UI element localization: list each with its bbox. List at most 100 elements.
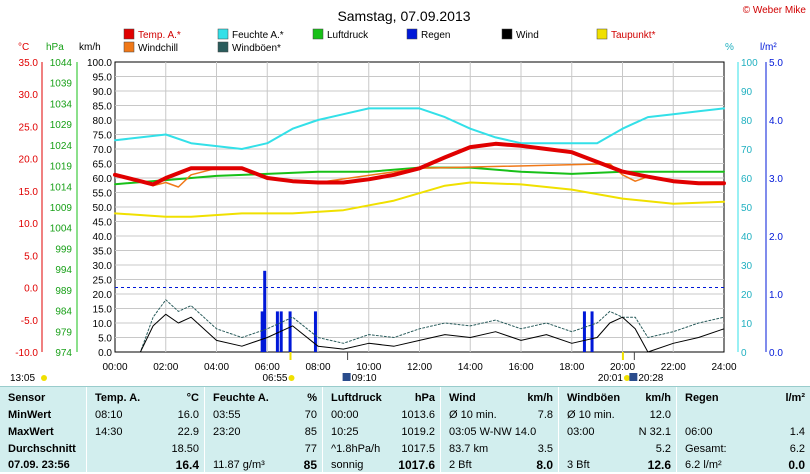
legend-label: Luftdruck xyxy=(327,30,369,41)
weather-chart: Samstag, 07.09.2013 © Weber Mike Temp. A… xyxy=(10,5,807,384)
rain-bar xyxy=(260,311,264,352)
press-unit-label: hPa xyxy=(46,42,64,53)
hum-min-time: 03:55 xyxy=(213,409,241,421)
legend-swatch xyxy=(123,41,135,53)
hum-tick-label: 90 xyxy=(741,87,753,98)
temp-tick-label: 25.0 xyxy=(19,122,39,133)
wind-tick-label: 25.0 xyxy=(93,276,113,287)
legend-label: Windböen* xyxy=(232,43,281,54)
press-min-time: 00:00 xyxy=(331,409,359,421)
wind-tick-label: 50.0 xyxy=(93,203,113,214)
sunset-label: 20:01 xyxy=(598,373,623,384)
wind-avg-value: 3.5 xyxy=(537,443,553,455)
wind-tick-label: 0.0 xyxy=(98,348,112,359)
left-time-label: 13:05 xyxy=(10,373,35,384)
press-column: Luftdruck hPa 00:00 1013.6 10:25 1019.2 ^1.… xyxy=(322,387,441,472)
wind-tick-label: 60.0 xyxy=(93,174,113,185)
temp-tick-label: -10.0 xyxy=(15,348,38,359)
sunrise-icon xyxy=(288,375,295,381)
wind-avg10-label: Ø 10 min. xyxy=(449,409,497,421)
gust-avg10-label: Ø 10 min. xyxy=(567,409,615,421)
rain-current-value: 0.0 xyxy=(788,458,805,472)
temp-tick-label: -5.0 xyxy=(21,316,39,327)
row-label-max: MaxWert xyxy=(8,426,54,438)
summary-table: Sensor MinWert MaxWert Durchschnitt 07.0… xyxy=(0,386,810,472)
series-lines xyxy=(113,107,726,353)
press-tick-label: 999 xyxy=(55,244,72,255)
wind-tick-label: 40.0 xyxy=(93,232,113,243)
press-min-value: 1013.6 xyxy=(401,409,435,421)
series-line-taupunkt xyxy=(114,181,725,218)
row-label-current: 07.09. 23:56 xyxy=(8,459,70,471)
rain-bar xyxy=(590,311,594,352)
hum-tick-label: 60 xyxy=(741,174,753,185)
hum-tick-label: 0 xyxy=(741,348,747,359)
temp-max-time: 14:30 xyxy=(95,426,123,438)
sensor-column: Sensor MinWert MaxWert Durchschnitt 07.0… xyxy=(0,387,86,472)
moonrise-label: 09:10 xyxy=(352,373,377,384)
moonset-icon xyxy=(629,373,638,381)
time-tick-label: 18:00 xyxy=(559,362,584,373)
hum-current-value: 85 xyxy=(303,458,317,472)
rain-bar xyxy=(313,311,317,352)
wind-tick-label: 95.0 xyxy=(93,73,113,84)
temp-unit-label: °C xyxy=(18,42,29,53)
wind-tick-label: 55.0 xyxy=(93,189,113,200)
press-forecast: sonnig xyxy=(331,459,364,471)
time-tick-label: 12:00 xyxy=(407,362,432,373)
time-tick-label: 08:00 xyxy=(305,362,330,373)
legend-label: Taupunkt* xyxy=(611,30,656,41)
hum-header-unit: % xyxy=(307,392,317,404)
legend-label: Wind xyxy=(516,30,539,41)
press-max-time: 10:25 xyxy=(331,426,359,438)
press-tick-label: 1004 xyxy=(50,224,73,235)
legend-label: Feuchte A.* xyxy=(232,30,284,41)
rain-unit-label: l/m² xyxy=(760,42,777,53)
rain-tick-label: 2.0 xyxy=(769,232,783,243)
wind-unit-label: km/h xyxy=(79,42,101,53)
rain-bar xyxy=(263,270,267,352)
wind-current-value: 8.0 xyxy=(536,458,553,472)
series-line-windb-en xyxy=(114,299,725,353)
rain-tick-label: 1.0 xyxy=(769,290,783,301)
hum-tick-label: 30 xyxy=(741,261,753,272)
rain-header-unit: l/m² xyxy=(785,392,805,404)
sun-moon-markers: 13:05 06:55 09:10 20:01 20:28 xyxy=(10,352,664,384)
sun-icon xyxy=(41,375,47,381)
moonset-label: 20:28 xyxy=(638,373,663,384)
wind-tick-label: 45.0 xyxy=(93,218,113,229)
hum-header: Feuchte A. xyxy=(213,392,269,404)
wind-tick-label: 5.0 xyxy=(98,334,112,345)
wind-tick-label: 100.0 xyxy=(87,58,112,69)
wind-bft: 2 Bft xyxy=(449,459,472,471)
wind-tick-label: 65.0 xyxy=(93,160,113,171)
wind-column: Wind km/h Ø 10 min. 7.8 03:05 W-NW 14.0 83… xyxy=(440,387,559,472)
hum-tick-label: 100 xyxy=(741,58,758,69)
wind-tick-label: 35.0 xyxy=(93,247,113,258)
moonrise-icon xyxy=(342,373,351,381)
wind-tick-label: 75.0 xyxy=(93,131,113,142)
rain-bar xyxy=(279,311,283,352)
time-tick-label: 00:00 xyxy=(102,362,127,373)
legend-swatch xyxy=(406,28,418,40)
temp-header-unit: °C xyxy=(186,392,199,404)
rain-bar xyxy=(275,311,279,352)
time-tick-label: 20:00 xyxy=(610,362,635,373)
press-avg-value: 1017.5 xyxy=(401,443,435,455)
time-tick-label: 16:00 xyxy=(508,362,533,373)
wind-max-info: 03:05 W-NW 14.0 xyxy=(449,426,537,438)
hum-avg-value: 77 xyxy=(304,443,317,455)
rain-day-total: 6.2 l/m² xyxy=(685,459,722,471)
wind-tick-label: 10.0 xyxy=(93,319,113,330)
hum-tick-label: 70 xyxy=(741,145,753,156)
wind-tick-label: 70.0 xyxy=(93,145,113,156)
gust-avg-value: 5.2 xyxy=(655,443,671,455)
gust-max-value: N 32.1 xyxy=(638,426,671,438)
temp-tick-label: 30.0 xyxy=(19,90,39,101)
temp-avg-value: 18.50 xyxy=(171,443,199,455)
hum-min-value: 70 xyxy=(304,409,317,421)
press-tick-label: 984 xyxy=(55,307,72,318)
rain-tick-label: 3.0 xyxy=(769,174,783,185)
hum-unit-label: % xyxy=(725,42,734,53)
time-tick-label: 10:00 xyxy=(356,362,381,373)
